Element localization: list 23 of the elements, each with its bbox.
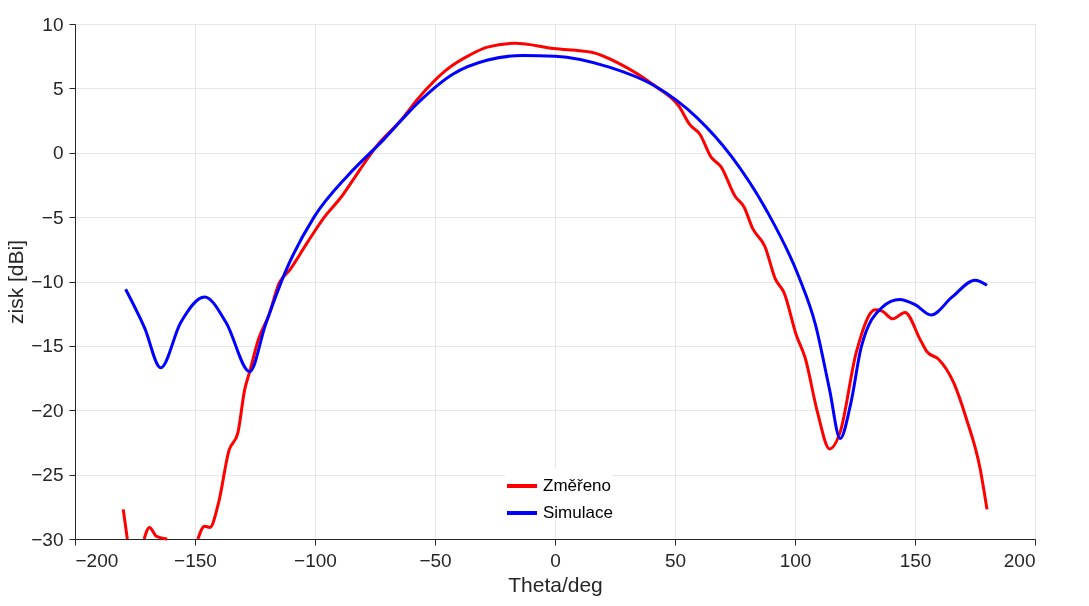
y-tick-label: 0 (52, 142, 64, 164)
x-tick-label: 200 (1003, 549, 1036, 571)
x-tick-label: 0 (550, 549, 561, 571)
x-tick-label: −150 (174, 549, 217, 571)
x-tick-label: −100 (294, 549, 337, 571)
x-tick-label: −200 (75, 549, 119, 571)
line-series (124, 54, 989, 441)
y-tick-label: 5 (52, 77, 64, 99)
x-tick-label: 100 (779, 549, 812, 571)
y-tick-label: −5 (41, 206, 64, 228)
legend-label: Simulace (543, 503, 613, 522)
x-tick-label: −50 (419, 549, 452, 571)
x-tick-label: 50 (664, 549, 687, 571)
x-tick-label: 150 (899, 549, 932, 571)
x-axis-title: Theta/deg (508, 572, 603, 596)
y-tick-label: −30 (31, 528, 64, 550)
y-tick-label: −25 (31, 464, 64, 486)
y-tick-label: −10 (31, 271, 64, 292)
y-tick-label: 10 (42, 13, 64, 35)
y-axis-title: zisk [dBi] (4, 239, 28, 325)
y-tick-label: −15 (31, 335, 64, 357)
legend-label: Změřeno (543, 476, 612, 495)
y-tick-label: −20 (31, 399, 64, 421)
